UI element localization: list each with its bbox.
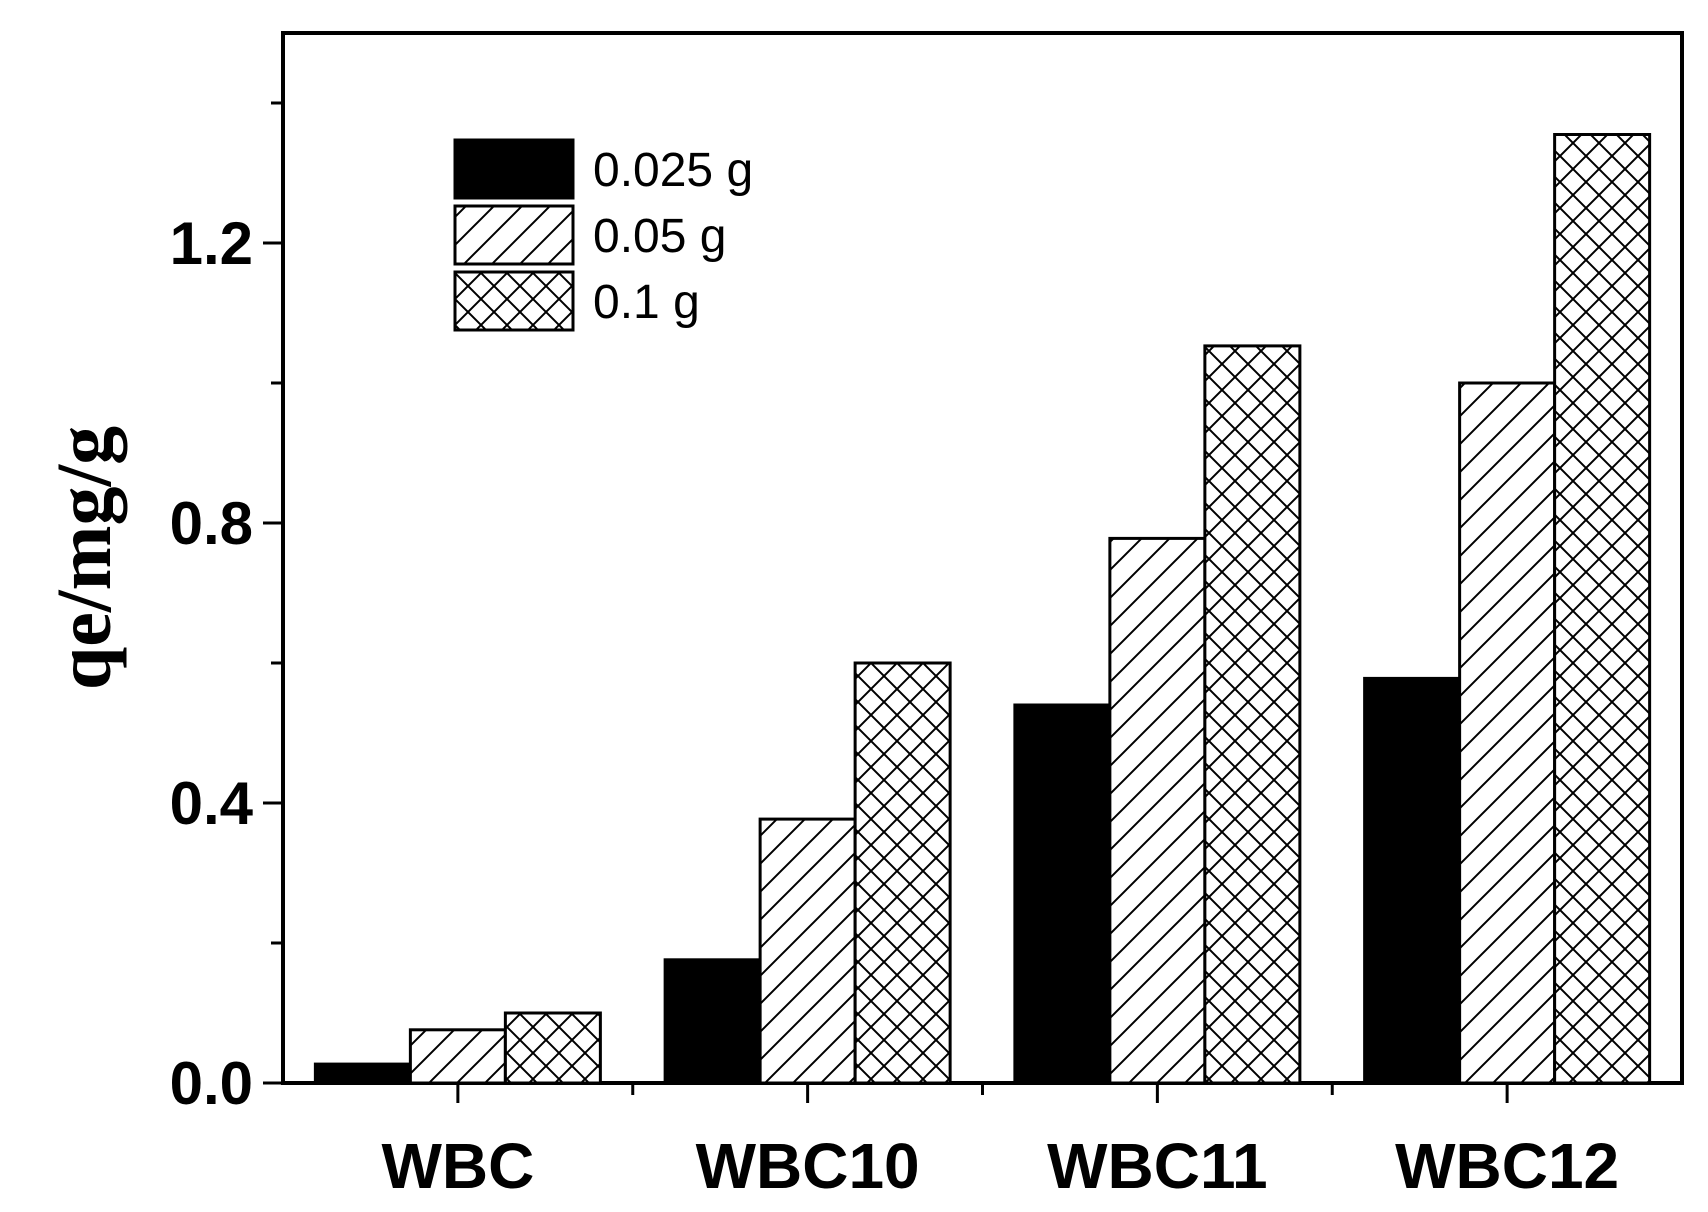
bar-wbc12-solid [1363,676,1462,1085]
legend-swatch-solid [453,138,575,200]
bar-wbc11-cross [1203,344,1302,1085]
legend-label: 0.05 g [593,210,726,263]
bar-wbc-solid [313,1062,412,1085]
legend-label: 0.1 g [593,276,700,329]
axes [263,31,1684,1103]
bar-wbc-hatch [408,1028,507,1085]
legend: 0.025 g 0.05 g 0.1 g [453,138,753,332]
bar-wbc12-cross [1553,133,1652,1085]
bar-wbc10-solid [663,958,762,1085]
bar-wbc-cross [503,1011,602,1085]
legend-swatch-cross [453,270,575,332]
legend-swatch-hatch [453,204,575,266]
x-category-label: WBC11 [1047,1130,1268,1202]
bar-wbc10-cross [853,661,952,1085]
y-tick-label: 1.2 [170,210,253,277]
y-tick-label: 0.0 [170,1050,253,1117]
x-category-label: WBC12 [1395,1130,1619,1202]
y-tick-label: 0.4 [170,770,254,837]
bars [313,133,1652,1085]
x-category-label: WBC10 [696,1130,920,1202]
legend-label: 0.025 g [593,144,753,197]
bar-wbc11-solid [1013,703,1112,1085]
x-category-label: WBC [381,1130,534,1202]
axis-labels: 0.0 0.4 0.8 1.2 WBC WBC10 WBC11 WBC12 qe/mg/g [40,210,1619,1202]
y-axis-title: qe/mg/g [40,426,127,690]
y-tick-label: 0.8 [170,490,253,557]
bar-wbc12-hatch [1458,381,1557,1085]
bar-wbc11-hatch [1108,536,1207,1085]
bar-wbc10-hatch [758,817,857,1085]
